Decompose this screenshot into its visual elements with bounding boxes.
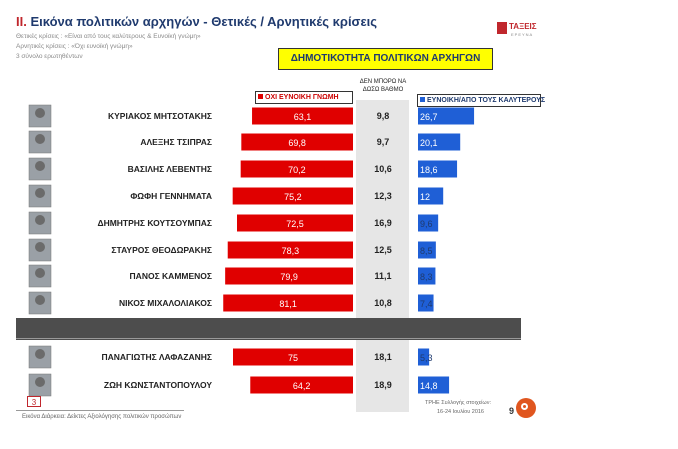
bar-negative-label: 75,2 — [284, 192, 302, 202]
category-label: ΔΗΜΗΤΡΗΣ ΚΟΥΤΣΟΥΜΠΑΣ — [97, 218, 212, 228]
bar-positive — [418, 267, 436, 285]
logo-mark-icon — [497, 22, 507, 34]
bar-negative — [232, 187, 353, 205]
leader-photo-person-icon — [35, 349, 45, 359]
divider-line — [16, 338, 521, 339]
bar-positive-label: 26,7 — [420, 112, 438, 122]
leader-photo-person-icon — [35, 215, 45, 225]
bar-negative-label: 70,2 — [288, 165, 306, 175]
middle-column-band — [356, 100, 409, 412]
section-number: II. — [16, 14, 27, 29]
legend-positive: ΕΥΝΟΙΚΗ/ΑΠΟ ΤΟΥΣ ΚΑΛΥΤΕΡΟΥΣ — [417, 94, 545, 107]
bar-negative — [227, 241, 353, 259]
bar-negative-label: 69,8 — [288, 138, 306, 148]
bar-negative-label: 72,5 — [286, 219, 304, 229]
bar-positive-label: 5,3 — [420, 353, 433, 363]
page-badge: 3 — [27, 396, 41, 407]
leader-photo-person-icon — [35, 188, 45, 198]
bar-positive-label: 8,5 — [420, 246, 433, 256]
legend-negative: ΟΧΙ ΕΥΝΟΙΚΗ ΓΝΩΜΗ — [255, 91, 353, 104]
middle-value-label: 9,8 — [377, 111, 390, 121]
bar-positive-label: 14,8 — [420, 381, 438, 391]
bar-negative — [223, 294, 353, 312]
page-heading: II. Εικόνα πολιτικών αρχηγών - Θετικές /… — [16, 14, 377, 29]
bar-negative — [225, 267, 353, 285]
group-divider — [16, 318, 521, 340]
bar-negative — [250, 376, 353, 394]
bar-positive — [418, 214, 439, 232]
leader-photo-person-icon — [35, 242, 45, 252]
bar-positive — [418, 187, 444, 205]
bar-negative-label: 64,2 — [293, 381, 311, 391]
page-title: Εικόνα πολιτικών αρχηγών - Θετικές / Αρν… — [30, 14, 377, 29]
legend-positive-label: ΕΥΝΟΙΚΗ/ΑΠΟ ΤΟΥΣ ΚΑΛΥΤΕΡΟΥΣ — [427, 97, 546, 104]
legend-positive-swatch — [420, 97, 425, 102]
legend-middle: ΔΕΝ ΜΠΟΡΩ ΝΑ ΔΩΣΩ ΒΑΘΜΟ — [359, 79, 407, 93]
middle-value-label: 10,6 — [374, 164, 392, 174]
legend-negative-swatch — [258, 94, 263, 99]
bar-negative — [241, 133, 353, 151]
magnifier-icon — [516, 398, 536, 418]
bar-negative — [237, 214, 353, 232]
bar-positive — [418, 107, 475, 125]
category-label: ΠΑΝΟΣ ΚΑΜΜΕΝΟΣ — [130, 271, 212, 281]
bar-negative-label: 81,1 — [279, 299, 297, 309]
leader-photo-person-icon — [35, 108, 45, 118]
middle-value-label: 18,9 — [374, 380, 392, 390]
middle-value-label: 10,8 — [374, 298, 392, 308]
subtitle-line-3: 3 σύνολο ερωτηθέντων — [16, 53, 83, 60]
middle-value-label: 16,9 — [374, 218, 392, 228]
category-label: ΠΑΝΑΓΙΩΤΗΣ ΛΑΦΑΖΑΝΗΣ — [102, 352, 213, 362]
leader-photo-person-icon — [35, 161, 45, 171]
leader-photo-person-icon — [35, 134, 45, 144]
bar-positive — [418, 133, 461, 151]
logo-subtext: ΕΡΕΥΝΑ — [511, 32, 534, 37]
subtitle-line-1: Θετικές κρίσεις : «Είναι από τους καλύτε… — [16, 33, 201, 40]
bar-negative-label: 63,1 — [294, 112, 312, 122]
bar-negative-label: 78,3 — [282, 246, 300, 256]
category-label: ΣΤΑΥΡΟΣ ΘΕΟΔΩΡΑΚΗΣ — [111, 245, 212, 255]
middle-value-label: 18,1 — [374, 352, 392, 362]
middle-value-label: 12,5 — [374, 245, 392, 255]
bar-negative-label: 75 — [288, 353, 298, 363]
category-label: ΒΑΣΙΛΗΣ ΛΕΒΕΝΤΗΣ — [128, 164, 212, 174]
subtitle-line-2: Αρνητικές κρίσεις : «Όχι ευνοϊκή γνώμη» — [16, 43, 133, 50]
footer-fieldwork-dates: 16-24 Ιουλίου 2016 — [437, 409, 484, 415]
category-label: ΚΥΡΙΑΚΟΣ ΜΗΤΣΟΤΑΚΗΣ — [108, 111, 212, 121]
bar-positive — [418, 294, 434, 312]
footer-line — [16, 410, 184, 411]
category-label: ΖΩΗ ΚΩΝΣΤΑΝΤΟΠΟΥΛΟΥ — [104, 380, 212, 390]
legend-negative-label: ΟΧΙ ΕΥΝΟΙΚΗ ΓΝΩΜΗ — [265, 94, 339, 101]
page-number: 9 — [509, 406, 515, 416]
leader-photo-person-icon — [35, 377, 45, 387]
bar-positive-label: 9,6 — [420, 219, 433, 229]
middle-value-label: 12,3 — [374, 191, 392, 201]
bar-positive-label: 18,6 — [420, 165, 438, 175]
bar-positive — [418, 160, 458, 178]
logo: ΤΑΞΕΙΣ ΕΡΕΥΝΑ — [497, 22, 541, 42]
bar-positive-label: 12 — [420, 192, 430, 202]
category-label: ΦΩΦΗ ΓΕΝΝΗΜΑΤΑ — [130, 191, 212, 201]
logo-text: ΤΑΞΕΙΣ — [509, 22, 537, 31]
middle-value-label: 9,7 — [377, 137, 390, 147]
bar-positive-label: 8,3 — [420, 272, 433, 282]
bar-negative — [240, 160, 353, 178]
category-label: ΝΙΚΟΣ ΜΙΧΑΛΟΛΙΑΚΟΣ — [119, 298, 212, 308]
chart-title: ΔΗΜΟΤΙΚΟΤΗΤΑ ΠΟΛΙΤΙΚΩΝ ΑΡΧΗΓΩΝ — [278, 48, 493, 70]
bar-positive — [418, 348, 430, 366]
bar-negative-label: 79,9 — [280, 272, 298, 282]
bar-negative — [233, 348, 353, 366]
leader-photo-person-icon — [35, 295, 45, 305]
bar-negative — [252, 107, 353, 125]
footer-text: Εικόνα Διάρκεια: Δείκτες Αξιολόγησης πολ… — [22, 414, 182, 420]
middle-value-label: 11,1 — [374, 271, 391, 281]
leader-photo-person-icon — [35, 268, 45, 278]
bar-positive-label: 7,4 — [420, 299, 433, 309]
bar-positive — [418, 241, 436, 259]
bar-positive — [418, 376, 450, 394]
bar-positive-label: 20,1 — [420, 138, 438, 148]
category-label: ΑΛΕΞΗΣ ΤΣΙΠΡΑΣ — [140, 137, 212, 147]
footer-fieldwork-label: ΤΡΗΕ Συλλογής στοιχείων: — [425, 400, 491, 406]
